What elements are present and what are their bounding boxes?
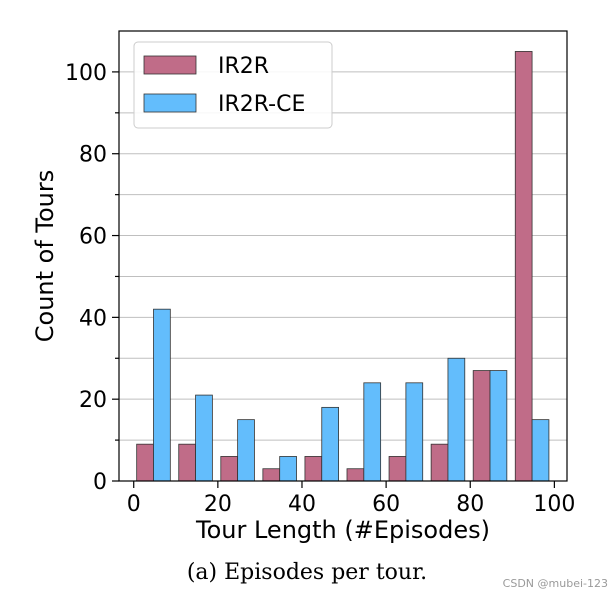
bar-ir2r-ce-60-70 — [405, 382, 424, 482]
bar-ir2r-ce-50-60 — [363, 382, 382, 482]
watermark: CSDN @mubei-123 — [502, 577, 608, 590]
axis-ticks: 0 20 40 60 80 100 0 20 40 60 80 100 — [65, 61, 575, 517]
bar-ir2r-30-40 — [262, 468, 281, 482]
bar-ir2r-ce-20-30 — [237, 419, 255, 482]
y-tick-label: 20 — [79, 388, 107, 413]
legend: IR2R IR2R-CE — [133, 41, 333, 129]
x-tick-label: 60 — [372, 492, 400, 517]
x-tick-label: 0 — [127, 492, 141, 517]
y-tick-label: 80 — [79, 143, 107, 168]
y-tick-label: 60 — [79, 225, 107, 250]
y-tick-label: 40 — [79, 306, 107, 331]
bar-ir2r-80-90 — [472, 370, 491, 482]
bar-ir2r-ce-40-50 — [321, 406, 339, 482]
x-tick-label: 80 — [456, 492, 484, 517]
y-axis-title: Count of Tours — [31, 170, 59, 343]
bar-ir2r-ce-0-10 — [153, 308, 171, 482]
bar-ir2r-ce-80-90 — [489, 370, 508, 482]
bar-ir2r-ce-10-20 — [195, 394, 213, 482]
bar-ir2r-0-10 — [136, 443, 154, 482]
bars — [136, 51, 550, 482]
x-tick-label: 40 — [288, 492, 316, 517]
legend-label-ir2r: IR2R — [218, 54, 269, 79]
legend-swatch-ir2r-ce — [143, 93, 197, 113]
bar-ir2r-20-30 — [220, 456, 239, 482]
histogram-chart: 0 20 40 60 80 100 0 20 40 60 80 100 Tour Length (#E… — [31, 30, 575, 544]
bar-ir2r-ce-70-80 — [447, 357, 466, 482]
legend-label-ir2r-ce: IR2R-CE — [218, 92, 305, 117]
bar-ir2r-70-80 — [430, 443, 449, 482]
gridlines — [119, 71, 567, 441]
y-tick-label: 0 — [93, 470, 107, 495]
x-tick-label: 20 — [204, 492, 232, 517]
bar-ir2r-90-100 — [514, 51, 533, 482]
figure-caption: (a) Episodes per tour. — [186, 560, 428, 585]
bar-ir2r-60-70 — [388, 456, 407, 482]
bar-ir2r-ce-90-100 — [531, 419, 550, 482]
legend-swatch-ir2r — [143, 55, 197, 75]
bar-ir2r-ce-30-40 — [279, 456, 297, 482]
y-tick-label: 100 — [65, 61, 107, 86]
x-tick-label: 100 — [533, 492, 575, 517]
bar-ir2r-10-20 — [178, 443, 196, 482]
plot-frame — [118, 30, 568, 482]
bar-ir2r-40-50 — [304, 456, 323, 482]
x-axis-title: Tour Length (#Episodes) — [195, 516, 490, 544]
bar-ir2r-50-60 — [346, 468, 365, 482]
